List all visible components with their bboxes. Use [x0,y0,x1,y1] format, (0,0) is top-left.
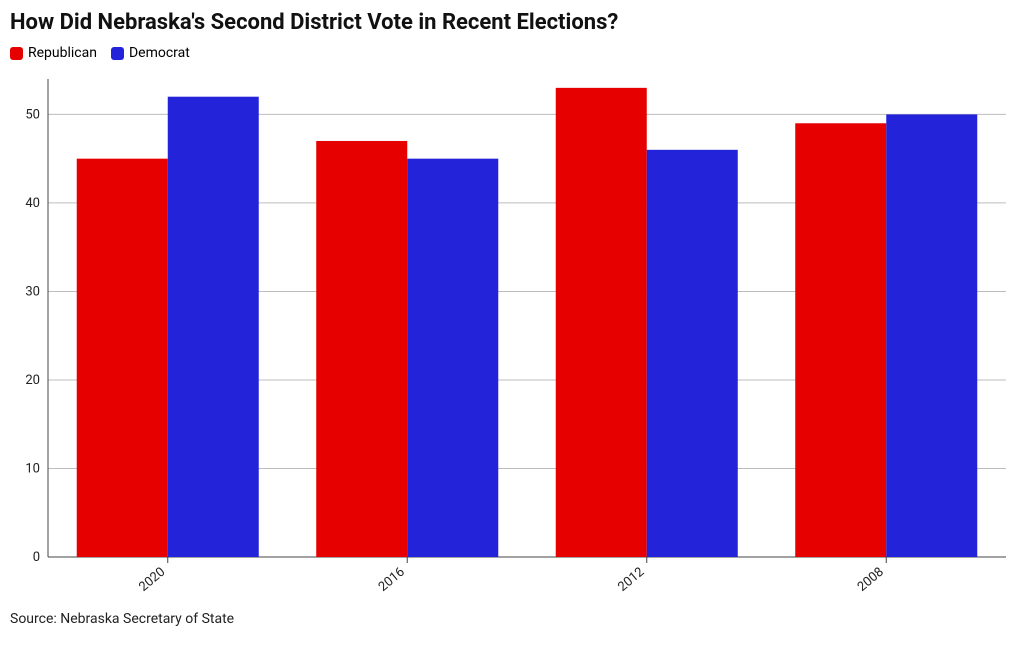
x-tick-label: 2008 [855,565,887,595]
legend-label-republican: Republican [28,45,97,61]
bar-democrat-2012 [647,150,738,557]
x-tick-label: 2016 [376,565,408,595]
x-tick-label: 2012 [615,565,647,595]
y-tick-label: 20 [25,373,40,388]
chart-svg: 0 10 20 30 40 50 2020 2016 2012 2008 [10,69,1008,599]
chart-title: How Did Nebraska's Second District Vote … [10,10,1010,35]
bar-democrat-2020 [168,97,259,557]
bar-republican-2020 [77,159,168,557]
legend-item-democrat: Democrat [111,45,190,61]
bar-democrat-2016 [407,159,498,557]
bar-republican-2016 [316,141,407,557]
chart-area: 0 10 20 30 40 50 2020 2016 2012 2008 [10,69,1008,599]
y-tick-label: 10 [25,461,40,476]
y-tick-label: 30 [25,284,40,299]
source-text: Source: Nebraska Secretary of State [10,611,1010,627]
bar-republican-2012 [556,88,647,557]
y-tick-label: 50 [25,107,40,122]
legend-swatch-republican [10,47,23,60]
bar-democrat-2008 [886,114,977,557]
x-tick-label: 2020 [136,565,168,595]
legend-swatch-democrat [111,47,124,60]
legend-label-democrat: Democrat [129,45,190,61]
y-tick-label: 0 [33,550,40,565]
legend: Republican Democrat [10,45,1010,61]
y-tick-label: 40 [25,196,40,211]
legend-item-republican: Republican [10,45,97,61]
bar-republican-2008 [795,123,886,557]
